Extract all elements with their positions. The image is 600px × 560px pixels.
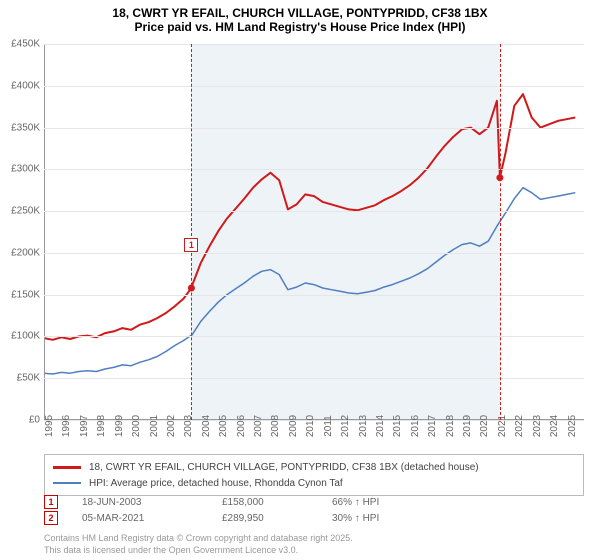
x-tick-label: 1996	[61, 415, 72, 437]
title-line-2: Price paid vs. HM Land Registry's House …	[0, 20, 600, 34]
chart-lines-svg	[44, 44, 584, 420]
sale-marker-box: 1	[184, 238, 198, 252]
sales-pct-2: 30% ↑ HPI	[332, 513, 452, 524]
grid-line-y	[44, 44, 584, 45]
x-tick-label: 2008	[270, 415, 281, 437]
chart-plot-area: £0£50K£100K£150K£200K£250K£300K£350K£400…	[44, 44, 584, 420]
credits-line-2: This data is licensed under the Open Gov…	[44, 544, 353, 556]
title-line-1: 18, CWRT YR EFAIL, CHURCH VILLAGE, PONTY…	[0, 6, 600, 20]
sales-row-2: 2 05-MAR-2021 £289,950 30% ↑ HPI	[44, 510, 584, 526]
grid-line-y	[44, 211, 584, 212]
x-tick-label: 2002	[166, 415, 177, 437]
title-block: 18, CWRT YR EFAIL, CHURCH VILLAGE, PONTY…	[0, 0, 600, 34]
legend-label-2: HPI: Average price, detached house, Rhon…	[89, 478, 343, 489]
x-tick-label: 1999	[114, 415, 125, 437]
series-line	[44, 94, 575, 340]
x-tick-label: 2017	[427, 415, 438, 437]
y-axis-line	[44, 44, 45, 420]
x-tick-label: 2019	[462, 415, 473, 437]
y-tick-label: £0	[29, 415, 40, 426]
legend-label-1: 18, CWRT YR EFAIL, CHURCH VILLAGE, PONTY…	[89, 462, 479, 473]
x-tick-label: 2009	[288, 415, 299, 437]
legend-row-2: HPI: Average price, detached house, Rhon…	[53, 475, 575, 491]
grid-line-y	[44, 253, 584, 254]
x-tick-label: 2007	[253, 415, 264, 437]
legend-swatch-2	[53, 482, 81, 484]
credits-line-1: Contains HM Land Registry data © Crown c…	[44, 532, 353, 544]
x-tick-label: 2018	[445, 415, 456, 437]
sales-table: 1 18-JUN-2003 £158,000 66% ↑ HPI 2 05-MA…	[44, 494, 584, 526]
x-tick-label: 2014	[375, 415, 386, 437]
x-tick-label: 2005	[218, 415, 229, 437]
x-tick-label: 2015	[392, 415, 403, 437]
sales-pct-1: 66% ↑ HPI	[332, 497, 452, 508]
x-tick-label: 2021	[497, 415, 508, 437]
x-tick-label: 2001	[149, 415, 160, 437]
legend-box: 18, CWRT YR EFAIL, CHURCH VILLAGE, PONTY…	[44, 454, 584, 496]
grid-line-y	[44, 86, 584, 87]
grid-line-y	[44, 128, 584, 129]
x-tick-label: 2020	[479, 415, 490, 437]
y-tick-label: £300K	[11, 164, 40, 175]
sales-row-1: 1 18-JUN-2003 £158,000 66% ↑ HPI	[44, 494, 584, 510]
x-tick-label: 2024	[549, 415, 560, 437]
y-tick-label: £50K	[17, 373, 40, 384]
y-tick-label: £350K	[11, 122, 40, 133]
grid-line-y	[44, 336, 584, 337]
x-tick-label: 2023	[532, 415, 543, 437]
sales-price-2: £289,950	[222, 513, 332, 524]
legend-row-1: 18, CWRT YR EFAIL, CHURCH VILLAGE, PONTY…	[53, 459, 575, 475]
sales-marker-1: 1	[44, 495, 58, 509]
x-tick-label: 2025	[567, 415, 578, 437]
credits: Contains HM Land Registry data © Crown c…	[44, 532, 353, 556]
y-tick-label: £200K	[11, 247, 40, 258]
series-line	[44, 188, 575, 374]
sales-marker-2: 2	[44, 511, 58, 525]
sale-marker-vline	[191, 44, 192, 420]
grid-line-y	[44, 169, 584, 170]
y-tick-label: £150K	[11, 289, 40, 300]
x-tick-label: 2004	[201, 415, 212, 437]
x-tick-label: 2010	[305, 415, 316, 437]
x-tick-label: 2003	[183, 415, 194, 437]
x-tick-label: 2016	[410, 415, 421, 437]
x-tick-label: 2011	[323, 415, 334, 437]
x-tick-label: 2013	[358, 415, 369, 437]
chart-container: 18, CWRT YR EFAIL, CHURCH VILLAGE, PONTY…	[0, 0, 600, 560]
sales-date-1: 18-JUN-2003	[82, 497, 222, 508]
sale-marker-vline	[500, 44, 501, 420]
x-tick-label: 2006	[236, 415, 247, 437]
y-tick-label: £400K	[11, 80, 40, 91]
y-tick-label: £450K	[11, 39, 40, 50]
x-tick-label: 2012	[340, 415, 351, 437]
sales-price-1: £158,000	[222, 497, 332, 508]
grid-line-y	[44, 378, 584, 379]
sales-date-2: 05-MAR-2021	[82, 513, 222, 524]
grid-line-y	[44, 295, 584, 296]
y-tick-label: £250K	[11, 206, 40, 217]
x-tick-label: 1995	[44, 415, 55, 437]
legend-swatch-1	[53, 466, 81, 469]
x-tick-label: 2000	[131, 415, 142, 437]
y-tick-label: £100K	[11, 331, 40, 342]
x-tick-label: 1998	[96, 415, 107, 437]
x-tick-label: 1997	[79, 415, 90, 437]
x-tick-label: 2022	[514, 415, 525, 437]
